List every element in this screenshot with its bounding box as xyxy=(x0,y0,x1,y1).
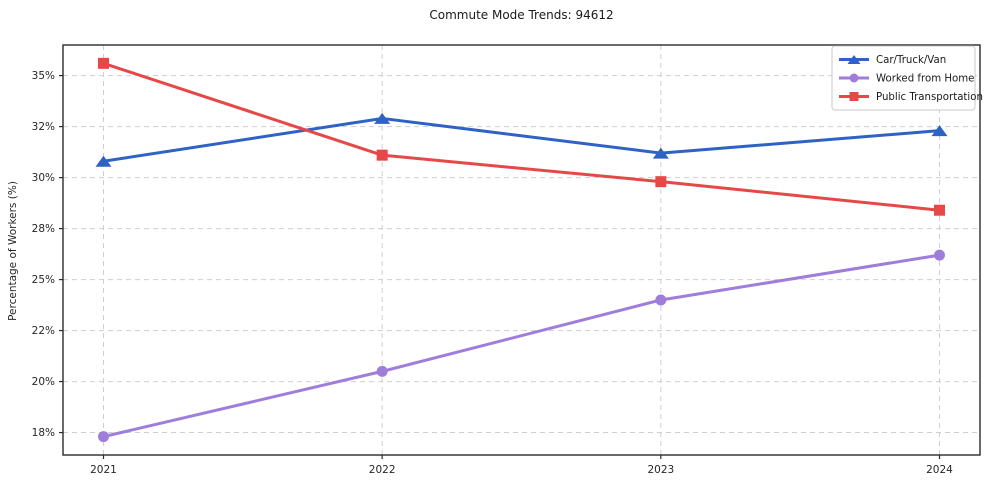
data-point-public-transportation xyxy=(98,57,109,69)
data-point-worked-from-home xyxy=(376,365,388,377)
x-tick-label: 2022 xyxy=(369,464,396,476)
data-point-car-truck-van xyxy=(95,155,112,167)
x-tick-label: 2023 xyxy=(647,464,674,476)
axis-ticks: 18% 20% 22% 25% 28% 30% 32% 35% 2021 2022 2023 2024 xyxy=(32,70,954,476)
axes-spines xyxy=(62,44,981,456)
axes-frame xyxy=(62,44,981,456)
legend-label: Car/Truck/Van xyxy=(876,55,946,66)
data-point-worked-from-home xyxy=(934,249,945,261)
data-point-worked-from-home xyxy=(98,431,109,443)
x-tick-label: 2024 xyxy=(926,464,953,476)
y-axis-label: Percentage of Workers (%) xyxy=(7,181,19,321)
data-point-public-transportation xyxy=(376,149,388,161)
y-tick-label: 28% xyxy=(32,223,55,235)
legend-marker-triangle xyxy=(847,55,861,64)
legend-label: Worked from Home xyxy=(876,74,974,85)
y-tick-label: 18% xyxy=(32,427,55,439)
data-point-car-truck-van xyxy=(931,125,948,137)
y-tick-label: 32% xyxy=(32,121,55,133)
legend-label: Public Transportation xyxy=(876,92,983,103)
series-line-public-transportation xyxy=(102,61,941,212)
legend: Car/Truck/Van Worked from Home Public Tran… xyxy=(831,45,983,111)
legend-box xyxy=(831,45,976,111)
y-tick-label: 22% xyxy=(32,325,55,337)
data-point-car-truck-van xyxy=(374,112,391,124)
data-point-public-transportation xyxy=(934,204,945,216)
legend-marker-circle xyxy=(849,73,859,83)
series-lines xyxy=(95,57,948,443)
y-tick-label: 20% xyxy=(32,376,55,388)
y-tick-label: 25% xyxy=(32,274,55,286)
data-point-car-truck-van xyxy=(652,147,669,159)
y-tick-label: 30% xyxy=(32,172,55,184)
data-point-public-transportation xyxy=(655,176,667,188)
legend-marker-square xyxy=(849,92,859,101)
series-line-worked-from-home xyxy=(102,253,941,439)
data-point-worked-from-home xyxy=(655,294,667,306)
x-tick-label: 2021 xyxy=(90,464,117,476)
y-tick-label: 35% xyxy=(32,70,55,82)
chart-title: Commute Mode Trends: 94612 xyxy=(429,8,614,22)
series-line-car-truck-van xyxy=(102,116,941,163)
